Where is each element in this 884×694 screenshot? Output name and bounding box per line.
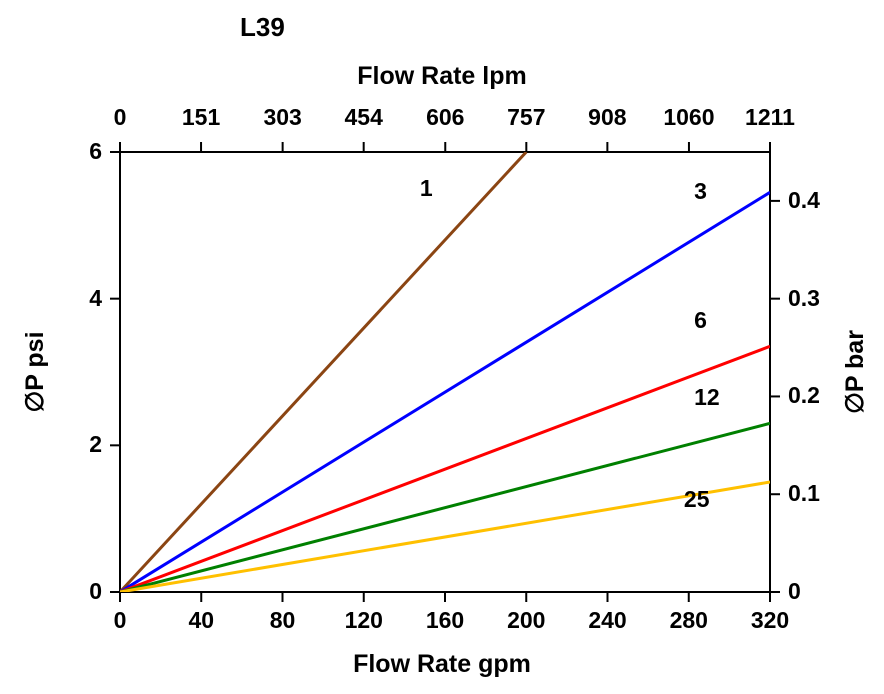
x-top-tick-label: 606: [405, 104, 485, 131]
y-left-tick-label: 2: [89, 431, 102, 458]
y-right-tick-label: 0.2: [788, 382, 820, 409]
x-bottom-tick-label: 240: [578, 607, 638, 634]
series-label-1: 1: [420, 175, 433, 202]
x-bottom-tick-label: 280: [659, 607, 719, 634]
x-top-tick-label: 1060: [649, 104, 729, 131]
y-left-tick-label: 4: [89, 285, 102, 312]
x-top-tick-label: 1211: [730, 104, 810, 131]
x-bottom-tick-label: 80: [253, 607, 313, 634]
y-right-tick-label: 0.1: [788, 480, 820, 507]
x-bottom-tick-label: 120: [334, 607, 394, 634]
x-top-tick-label: 0: [80, 104, 160, 131]
y-right-tick-label: 0.4: [788, 187, 820, 214]
x-bottom-tick-label: 160: [415, 607, 475, 634]
x-top-tick-label: 303: [243, 104, 323, 131]
x-bottom-tick-label: 0: [90, 607, 150, 634]
x-top-tick-label: 151: [161, 104, 241, 131]
series-label-25: 25: [684, 486, 710, 513]
series-label-6: 6: [694, 307, 707, 334]
y-left-tick-label: 0: [89, 578, 102, 605]
x-top-tick-label: 454: [324, 104, 404, 131]
y-left-tick-label: 6: [89, 138, 102, 165]
chart-container: L39 Flow Rate lpm Flow Rate gpm ∅P psi ∅…: [0, 0, 884, 694]
x-top-tick-label: 908: [567, 104, 647, 131]
x-bottom-tick-label: 40: [171, 607, 231, 634]
series-label-12: 12: [694, 384, 720, 411]
y-right-tick-label: 0: [788, 578, 801, 605]
y-right-tick-label: 0.3: [788, 285, 820, 312]
series-label-3: 3: [694, 178, 707, 205]
x-bottom-tick-label: 200: [496, 607, 556, 634]
x-top-tick-label: 757: [486, 104, 566, 131]
x-bottom-tick-label: 320: [740, 607, 800, 634]
